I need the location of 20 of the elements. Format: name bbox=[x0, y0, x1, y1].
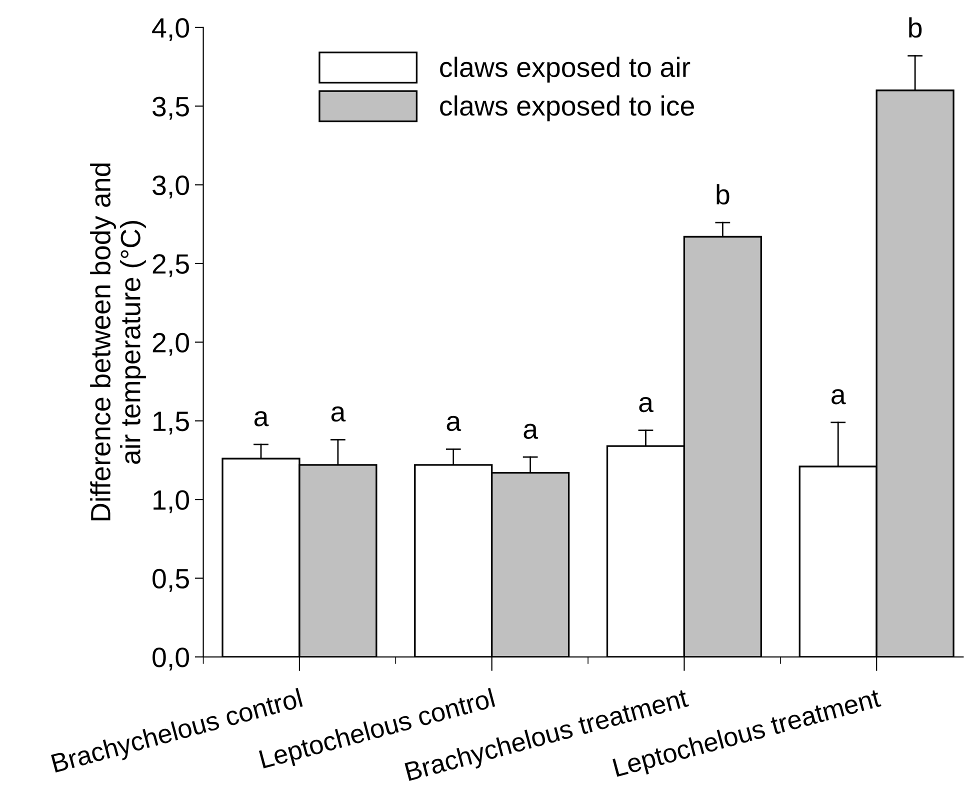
y-tick-label: 3,0 bbox=[152, 175, 190, 198]
legend-label: claws exposed to air bbox=[440, 56, 690, 83]
data-label: b bbox=[716, 184, 730, 204]
data-label: a bbox=[832, 389, 846, 404]
y-tick-label: 1,0 bbox=[154, 490, 190, 514]
y-tick-label: 2,0 bbox=[152, 332, 190, 356]
data-label: a bbox=[639, 396, 654, 412]
y-tick-label: 1,5 bbox=[154, 412, 189, 434]
data-label: a bbox=[524, 424, 538, 439]
y-axis-title: Difference between body and air temperature (°C) bbox=[90, 164, 146, 520]
data-label: a bbox=[331, 406, 346, 422]
data-label: a bbox=[446, 416, 462, 432]
y-tick-label: 4,0 bbox=[152, 18, 190, 42]
y-tick-label: 0,5 bbox=[152, 568, 189, 592]
data-label: b bbox=[909, 17, 922, 38]
y-tick-label: 2,5 bbox=[152, 254, 189, 278]
data-label: a bbox=[254, 411, 269, 426]
legend-label: claws exposed to ice bbox=[440, 95, 694, 122]
y-tick-label: 3,5 bbox=[152, 96, 189, 120]
y-tick-label: 0,0 bbox=[152, 648, 190, 671]
